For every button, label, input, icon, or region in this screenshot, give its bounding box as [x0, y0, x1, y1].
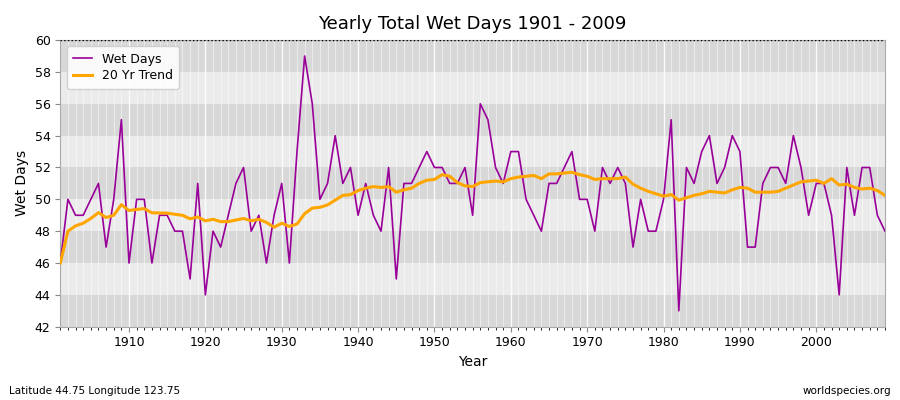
Wet Days [116, 117, 127, 122]
Bar [60, 199, 885, 231]
Bar [60, 263, 885, 295]
Line: Wet Days: Wet Days [60, 56, 885, 311]
Wet Days [299, 54, 310, 58]
20 Yr Trend [566, 170, 577, 175]
Y-axis label: Wet Days: Wet Days [15, 150, 29, 216]
Title: Yearly Total Wet Days 1901 - 2009: Yearly Total Wet Days 1901 - 2009 [319, 15, 626, 33]
Wet Days [506, 149, 517, 154]
20 Yr Trend [506, 176, 517, 181]
20 Yr Trend [605, 176, 616, 181]
Bar [60, 168, 885, 199]
Wet Days [673, 308, 684, 313]
Wet Days [605, 181, 616, 186]
Wet Days [284, 261, 295, 266]
20 Yr Trend [329, 198, 340, 202]
Bar [60, 72, 885, 104]
Legend: Wet Days, 20 Yr Trend: Wet Days, 20 Yr Trend [67, 46, 179, 89]
Bar [60, 295, 885, 327]
Bar [60, 104, 885, 136]
Wet Days [55, 261, 66, 266]
20 Yr Trend [55, 261, 66, 266]
Text: Latitude 44.75 Longitude 123.75: Latitude 44.75 Longitude 123.75 [9, 386, 180, 396]
Bar [60, 136, 885, 168]
Wet Days [513, 149, 524, 154]
Wet Days [879, 229, 890, 234]
20 Yr Trend [498, 180, 508, 184]
20 Yr Trend [284, 224, 295, 229]
X-axis label: Year: Year [458, 355, 487, 369]
Line: 20 Yr Trend: 20 Yr Trend [60, 172, 885, 263]
Text: worldspecies.org: worldspecies.org [803, 386, 891, 396]
Bar [60, 231, 885, 263]
Wet Days [338, 181, 348, 186]
20 Yr Trend [116, 202, 127, 207]
20 Yr Trend [879, 193, 890, 198]
Bar [60, 40, 885, 72]
